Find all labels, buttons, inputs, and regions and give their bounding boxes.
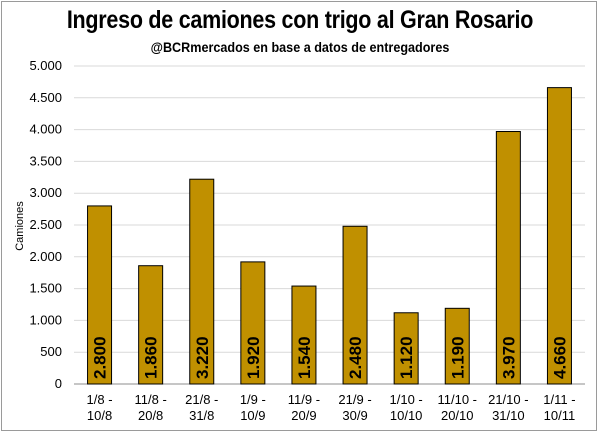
bars: 2.800 1.860 3.220 1.920 1.540 2.480 1.120 1.190…: [87, 87, 572, 385]
x-tick-label: 11/9 -: [288, 392, 320, 407]
x-tick-label: 21/10 -: [488, 392, 528, 407]
bar: [342, 225, 368, 385]
y-tick-label: 0: [55, 376, 62, 391]
bar-value-label: 3.220: [193, 336, 212, 379]
y-axis-ticks: 0 500 1.000 1.500 2.000 2.500 3.000 3.500 4.000 4…: [29, 58, 62, 391]
y-tick-label: 3.000: [29, 185, 62, 200]
y-tick-label: 2.000: [29, 249, 62, 264]
bar-value-label: 1.920: [244, 336, 263, 379]
bar-value-label: 3.970: [499, 336, 518, 379]
x-tick-label: 20/8: [138, 408, 163, 423]
bar-value-label: 4.660: [550, 336, 569, 379]
y-tick-label: 4.500: [29, 90, 62, 105]
x-axis-ticks: 1/8 -10/8 11/8 -20/8 21/8 -31/8 1/9 -10/9 11…: [87, 392, 576, 423]
x-tick-label: 10/9: [240, 408, 265, 423]
y-tick-label: 1.500: [29, 281, 62, 296]
x-tick-label: 10/11: [544, 408, 576, 423]
x-tick-label: 1/11 -: [543, 392, 575, 407]
bar-value-label: 1.120: [397, 336, 416, 379]
x-tick-label: 20/9: [291, 408, 316, 423]
bar: [444, 307, 470, 385]
bar: [189, 178, 215, 385]
y-tick-label: 1.000: [29, 312, 62, 327]
bar: [393, 312, 419, 385]
y-tick-label: 3.500: [29, 153, 62, 168]
x-tick-label: 21/9 -: [338, 392, 371, 407]
x-tick-label: 31/10: [492, 408, 525, 423]
x-tick-label: 1/9 -: [240, 392, 266, 407]
bar: [240, 261, 266, 385]
x-tick-label: 20/10: [441, 408, 474, 423]
y-axis-label: Camiones: [14, 201, 26, 251]
x-tick-label: 31/8: [189, 408, 214, 423]
y-tick-label: 4.000: [29, 122, 62, 137]
y-tick-label: 500: [40, 344, 62, 359]
bar: [87, 205, 113, 385]
bar-value-label: 1.190: [448, 336, 467, 379]
x-tick-label: 10/10: [390, 408, 423, 423]
chart-title: Ingreso de camiones con trigo al Gran Ro…: [66, 6, 534, 34]
y-tick-label: 5.000: [29, 58, 62, 73]
x-tick-label: 30/9: [342, 408, 367, 423]
bar-value-label: 1.540: [295, 336, 314, 379]
x-tick-label: 1/10 -: [390, 392, 423, 407]
x-tick-label: 11/8 -: [135, 392, 167, 407]
bar-value-label: 2.800: [91, 336, 110, 379]
x-tick-label: 1/8 -: [87, 392, 113, 407]
x-tick-label: 21/8 -: [185, 392, 218, 407]
bar: [546, 87, 572, 385]
bar-value-label: 2.480: [346, 336, 365, 379]
bar: [291, 285, 317, 385]
bar-value-label: 1.860: [142, 336, 161, 379]
x-tick-label: 11/10 -: [437, 392, 477, 407]
bar: [138, 265, 164, 385]
chart-subtitle: @BCRmercados en base a datos de entregad…: [150, 39, 450, 55]
y-tick-label: 2.500: [29, 217, 62, 232]
x-tick-label: 10/8: [87, 408, 112, 423]
bar: [495, 131, 521, 385]
